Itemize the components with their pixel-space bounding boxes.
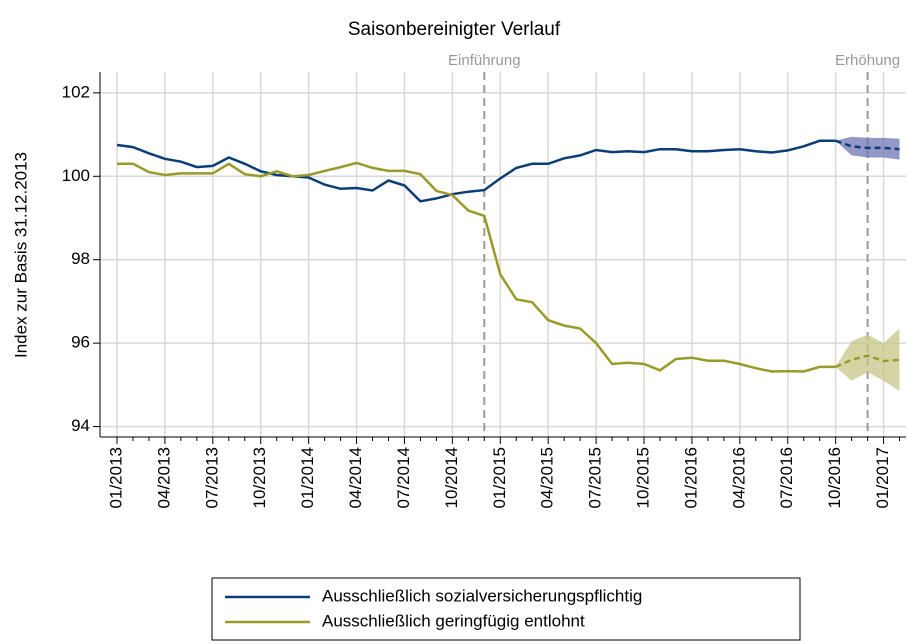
x-tick-label: 01/2017 xyxy=(873,447,892,508)
chart-title: Saisonbereinigter Verlauf xyxy=(348,19,561,40)
x-tick-label: 04/2015 xyxy=(538,447,557,508)
x-tick-label: 07/2015 xyxy=(586,447,605,508)
series-line xyxy=(117,161,836,373)
legend: Ausschließlich sozialversicherungspflich… xyxy=(225,586,642,630)
x-tick-label: 10/2015 xyxy=(633,447,652,508)
legend-label: Ausschließlich sozialversicherungspflich… xyxy=(322,586,642,605)
x-tick-label: 01/2014 xyxy=(298,447,317,508)
x-tick-label: 10/2014 xyxy=(442,447,461,508)
x-tick-label: 07/2013 xyxy=(202,447,221,508)
legend-label: Ausschließlich geringfügig entlohnt xyxy=(322,611,585,630)
x-tick-label: 10/2013 xyxy=(250,447,269,508)
x-tick-label: 07/2016 xyxy=(777,447,796,508)
x-tick-label: 10/2016 xyxy=(825,447,844,508)
axes: 94 96 98 100 102 01/2013 04/2013 07/2013 10/2013… xyxy=(62,52,906,508)
x-tick-label: 04/2013 xyxy=(154,447,173,508)
forecast-line xyxy=(835,354,900,369)
reference-label: Erhöhung xyxy=(835,52,900,69)
x-tick-label: 01/2016 xyxy=(681,447,700,508)
forecast-line xyxy=(835,139,900,151)
y-tick-label: 100 xyxy=(62,166,90,185)
x-tick-label: 04/2014 xyxy=(346,447,365,508)
y-tick-label: 96 xyxy=(71,333,90,352)
x-tick-label: 01/2015 xyxy=(490,447,509,508)
plot xyxy=(116,72,900,437)
x-tick-label: 01/2013 xyxy=(106,447,125,508)
reference-label: Einführung xyxy=(448,52,521,69)
y-axis-label: Index zur Basis 31.12.2013 xyxy=(11,152,30,358)
confidence-band xyxy=(835,328,900,392)
y-tick-label: 98 xyxy=(71,249,90,268)
x-tick-label: 04/2016 xyxy=(729,447,748,508)
series-line xyxy=(116,139,836,203)
y-tick-label: 94 xyxy=(71,416,90,435)
x-tick-label: 07/2014 xyxy=(394,447,413,508)
y-tick-label: 102 xyxy=(62,82,90,101)
legend-box xyxy=(211,577,801,641)
